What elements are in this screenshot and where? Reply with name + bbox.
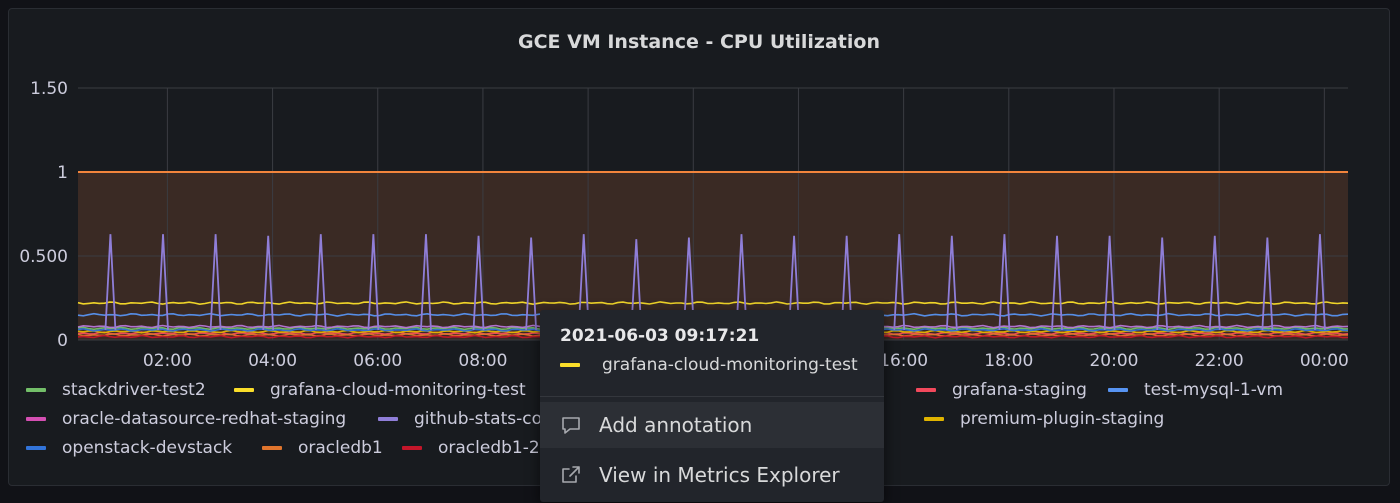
legend-row-1: stackdriver-test2 grafana-cloud-monitori… bbox=[26, 380, 1366, 409]
legend-item[interactable]: grafana-staging bbox=[916, 380, 1087, 400]
add-annotation-menu-item[interactable]: Add annotation bbox=[540, 402, 884, 448]
legend-label: premium-plugin-staging bbox=[960, 409, 1165, 429]
legend-item[interactable]: oracle-datasource-redhat-staging bbox=[26, 409, 346, 429]
legend-item[interactable]: oracledb1 bbox=[262, 438, 383, 458]
context-menu-tooltip: 2021-06-03 09:17:21 grafana-cloud-monito… bbox=[540, 310, 884, 502]
legend-label: grafana-staging bbox=[952, 380, 1087, 400]
tooltip-divider bbox=[540, 396, 884, 397]
series-spike bbox=[1103, 235, 1116, 330]
external-link-icon bbox=[562, 466, 580, 483]
legend-item[interactable]: stackdriver-test2 bbox=[26, 380, 206, 400]
legend-label: stackdriver-test2 bbox=[62, 380, 206, 400]
legend-label: oracle-datasource-redhat-staging bbox=[62, 409, 347, 429]
x-tick-label: 06:00 bbox=[353, 351, 402, 371]
series-spike bbox=[420, 234, 432, 330]
series-spike bbox=[682, 237, 695, 330]
legend-row-2: oracle-datasource-redhat-staging github-… bbox=[26, 409, 1366, 438]
series-spike bbox=[893, 234, 906, 330]
legend-swatch bbox=[378, 417, 398, 421]
legend-item[interactable]: grafana-cloud-monitoring-test bbox=[234, 380, 526, 400]
series-spike bbox=[788, 235, 800, 330]
x-tick-label: 20:00 bbox=[1089, 351, 1138, 371]
y-tick-label: 0 bbox=[57, 331, 68, 351]
series-spike bbox=[998, 234, 1011, 330]
series-spike bbox=[1051, 235, 1063, 330]
series-spike bbox=[840, 235, 853, 330]
legend-swatch bbox=[234, 388, 254, 392]
y-tick-label: 1 bbox=[57, 163, 68, 183]
series-spike bbox=[577, 234, 590, 330]
x-tick-label: 18:00 bbox=[984, 351, 1033, 371]
tooltip-series-name: grafana-cloud-monitoring-test bbox=[602, 355, 858, 375]
legend-item[interactable]: openstack-devstack bbox=[26, 438, 232, 458]
legend-label: github-stats-co bbox=[414, 409, 542, 429]
tooltip-series: grafana-cloud-monitoring-test bbox=[560, 355, 858, 375]
tooltip-series-swatch bbox=[560, 363, 580, 367]
tooltip-timestamp: 2021-06-03 09:17:21 bbox=[560, 326, 760, 346]
series-spike bbox=[104, 234, 117, 330]
legend-swatch bbox=[924, 417, 944, 421]
legend-swatch bbox=[26, 388, 46, 392]
x-tick-label: 08:00 bbox=[458, 351, 507, 371]
legend-label: oracledb1 bbox=[298, 438, 383, 458]
legend-label: grafana-cloud-monitoring-test bbox=[270, 380, 526, 400]
legend-swatch bbox=[26, 417, 46, 421]
series-spike bbox=[209, 234, 222, 330]
legend-label: openstack-devstack bbox=[62, 438, 233, 458]
series-spike bbox=[367, 234, 380, 330]
x-tick-label: 02:00 bbox=[143, 351, 192, 371]
legend-label: oracledb1-2 bbox=[438, 438, 540, 458]
legend-item[interactable]: premium-plugin-staging bbox=[924, 409, 1164, 429]
series-spike bbox=[1261, 237, 1274, 330]
series-spike bbox=[525, 237, 538, 330]
y-tick-label: 1.50 bbox=[30, 79, 68, 99]
legend-swatch bbox=[262, 446, 282, 450]
series-spike bbox=[472, 235, 485, 330]
x-tick-label: 22:00 bbox=[1195, 351, 1244, 371]
series-spike bbox=[314, 234, 327, 330]
x-tick-label: 00:00 bbox=[1300, 351, 1349, 371]
legend-item[interactable]: github-stats-co bbox=[378, 409, 542, 429]
y-tick-label: 0.500 bbox=[19, 247, 68, 267]
view-in-metrics-explorer-menu-item[interactable]: View in Metrics Explorer bbox=[540, 452, 884, 498]
view-in-metrics-explorer-label: View in Metrics Explorer bbox=[599, 463, 840, 487]
series-spike bbox=[262, 235, 275, 330]
x-tick-label: 16:00 bbox=[879, 351, 928, 371]
comment-icon bbox=[562, 417, 580, 434]
series-line bbox=[77, 301, 1349, 306]
series-spike bbox=[157, 234, 169, 330]
x-tick-label: 04:00 bbox=[248, 351, 297, 371]
legend-swatch bbox=[402, 446, 422, 450]
series-spike bbox=[630, 239, 643, 330]
legend-swatch bbox=[916, 388, 936, 392]
legend-item[interactable]: test-mysql-1-vm bbox=[1108, 380, 1283, 400]
series-spike bbox=[735, 234, 748, 330]
legend-row-3: openstack-devstack oracledb1 oracledb1-2 bbox=[26, 438, 1366, 467]
legend-item[interactable]: oracledb1-2 bbox=[402, 438, 540, 458]
series-spike bbox=[1156, 237, 1169, 330]
legend: stackdriver-test2 grafana-cloud-monitori… bbox=[26, 380, 1366, 467]
series-spike bbox=[945, 235, 958, 330]
legend-swatch bbox=[26, 446, 46, 450]
series-spike bbox=[1314, 234, 1326, 330]
legend-label: test-mysql-1-vm bbox=[1144, 380, 1284, 400]
add-annotation-label: Add annotation bbox=[599, 413, 753, 437]
panel-title[interactable]: GCE VM Instance - CPU Utilization bbox=[518, 31, 880, 53]
legend-swatch bbox=[1108, 388, 1128, 392]
series-spike bbox=[1208, 235, 1221, 330]
